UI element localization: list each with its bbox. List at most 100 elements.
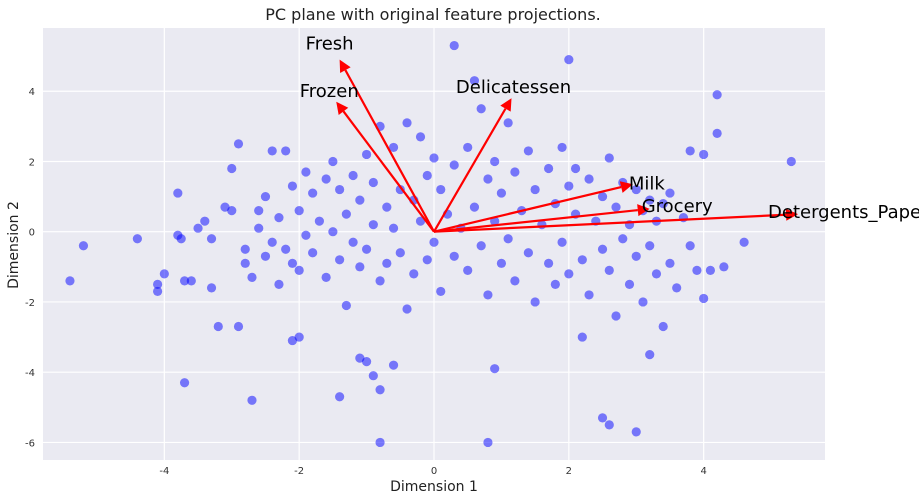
data-point: [375, 276, 385, 286]
feature-vector-frozen: [336, 101, 435, 233]
data-point: [159, 269, 169, 279]
data-point: [638, 297, 648, 307]
data-point: [361, 149, 372, 160]
data-point: [335, 255, 345, 265]
data-point: [179, 276, 190, 286]
chart-title: PC plane with original feature projectio…: [265, 5, 600, 24]
data-point: [490, 156, 500, 167]
feature-vector-grocery: [433, 204, 650, 233]
feature-vector-label: Frozen: [300, 81, 359, 102]
data-point: [240, 258, 250, 268]
y-tick-label: -4: [25, 368, 35, 379]
x-tick-label: 2: [566, 466, 572, 477]
feature-vector-milk: [433, 181, 633, 233]
y-tick-label: 4: [29, 87, 35, 98]
data-point: [382, 258, 392, 268]
data-point: [368, 220, 378, 230]
x-tick-label: -2: [294, 466, 304, 477]
data-point: [544, 163, 554, 174]
data-point: [179, 378, 190, 388]
data-point: [658, 199, 668, 209]
data-point: [631, 184, 641, 195]
data-point: [153, 279, 163, 289]
data-point: [483, 174, 493, 184]
data-point: [186, 276, 196, 286]
data-point: [564, 269, 574, 279]
data-point: [523, 248, 533, 258]
feature-vectors: [336, 59, 799, 233]
data-point: [692, 265, 702, 275]
data-point: [335, 184, 345, 195]
feature-vector-label: Milk: [629, 173, 666, 194]
data-point: [436, 286, 446, 297]
data-point: [382, 202, 392, 212]
data-point: [247, 395, 257, 405]
data-point: [496, 258, 507, 268]
data-point: [665, 188, 675, 198]
data-point: [469, 76, 480, 86]
data-point: [132, 234, 142, 244]
data-point: [577, 255, 587, 265]
data-point: [463, 142, 473, 153]
data-point: [274, 213, 284, 223]
data-point: [463, 265, 473, 275]
data-point: [260, 251, 271, 261]
data-point: [335, 392, 345, 402]
data-point: [301, 230, 311, 240]
y-axis-ticks: -6 -4 -2 0 2 4: [25, 87, 35, 449]
y-tick-label: 0: [29, 228, 35, 239]
data-point: [611, 311, 621, 321]
data-point: [361, 244, 372, 254]
data-point: [281, 244, 291, 254]
data-point: [254, 223, 264, 233]
data-point: [395, 248, 405, 258]
data-point: [193, 223, 203, 233]
data-point: [631, 251, 641, 261]
data-point: [550, 279, 560, 289]
data-point: [409, 269, 419, 279]
data-point: [490, 364, 500, 374]
y-axis-label: Dimension 2: [6, 201, 22, 289]
data-point: [206, 283, 217, 293]
feature-vector-fresh: [339, 59, 435, 233]
data-point: [584, 290, 594, 300]
data-point: [483, 437, 493, 448]
data-point: [314, 216, 324, 226]
data-point: [584, 174, 594, 184]
data-point: [321, 272, 331, 282]
data-point: [227, 163, 237, 174]
data-point: [294, 206, 304, 216]
data-point: [705, 265, 715, 275]
x-tick-label: -4: [159, 466, 169, 477]
data-point: [267, 237, 277, 247]
data-point: [287, 335, 298, 346]
data-point: [200, 216, 210, 226]
data-point: [301, 167, 311, 177]
data-point: [206, 234, 217, 244]
data-point: [227, 206, 237, 216]
data-point: [699, 293, 709, 304]
y-tick-label: 2: [29, 157, 35, 168]
data-point: [699, 149, 709, 160]
data-point: [375, 437, 385, 448]
data-point: [355, 353, 365, 363]
data-point: [375, 385, 385, 395]
data-point: [618, 234, 628, 244]
data-point: [240, 244, 250, 254]
data-point: [658, 321, 668, 332]
data-point: [429, 237, 439, 247]
data-point: [220, 202, 230, 212]
data-point: [233, 139, 244, 149]
data-point: [685, 241, 695, 251]
data-point: [213, 321, 223, 332]
data-point: [510, 276, 520, 286]
data-point: [449, 251, 459, 261]
data-point: [78, 241, 89, 251]
data-point: [496, 188, 507, 198]
data-point: [624, 279, 635, 289]
feature-vector-label: Delicatessen: [456, 77, 571, 98]
data-point: [712, 90, 722, 100]
data-point: [388, 360, 399, 370]
data-point: [570, 163, 581, 174]
data-point: [415, 132, 426, 142]
